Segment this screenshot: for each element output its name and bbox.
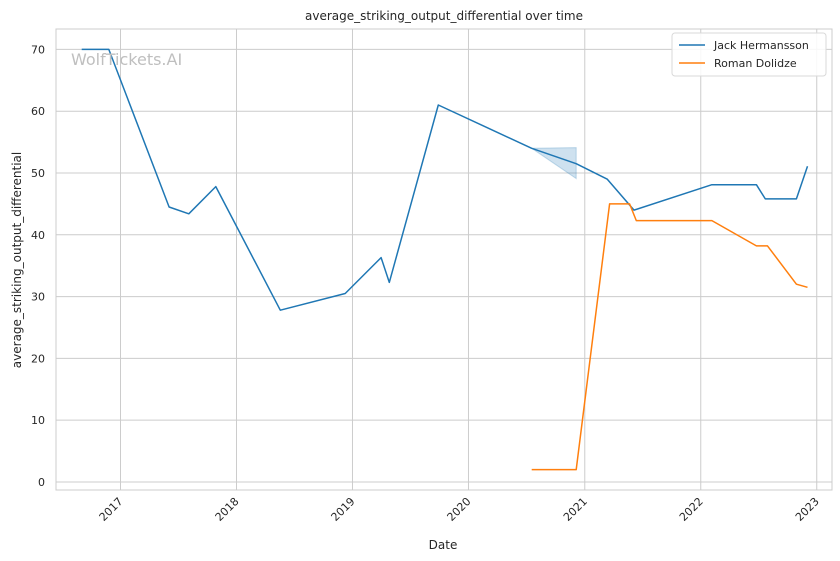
y-axis-ticks: 0 10 20 30 40 50 60 70 [31, 43, 45, 489]
y-tick-label: 0 [38, 476, 45, 489]
y-axis-label: average_striking_output_differential [10, 152, 24, 368]
grid [56, 29, 832, 490]
y-tick-label: 60 [31, 105, 45, 118]
legend-box [671, 32, 827, 77]
y-tick-label: 10 [31, 414, 45, 427]
series-line [531, 203, 808, 471]
legend: Jack Hermansson Roman Dolidze [671, 32, 827, 77]
y-tick-label: 70 [31, 43, 45, 56]
y-tick-label: 30 [31, 291, 45, 304]
y-tick-label: 50 [31, 167, 45, 180]
legend-label: Roman Dolidze [714, 57, 797, 70]
x-axis-label: Date [429, 538, 458, 552]
y-tick-label: 20 [31, 352, 45, 365]
legend-label: Jack Hermansson [713, 39, 809, 52]
series-lines-layer [81, 48, 809, 471]
plot-area [55, 28, 833, 491]
chart-title: average_striking_output_differential ove… [305, 9, 583, 23]
y-tick-label: 40 [31, 229, 45, 242]
series-line [81, 48, 809, 311]
watermark: WolfTickets.AI [71, 50, 182, 69]
